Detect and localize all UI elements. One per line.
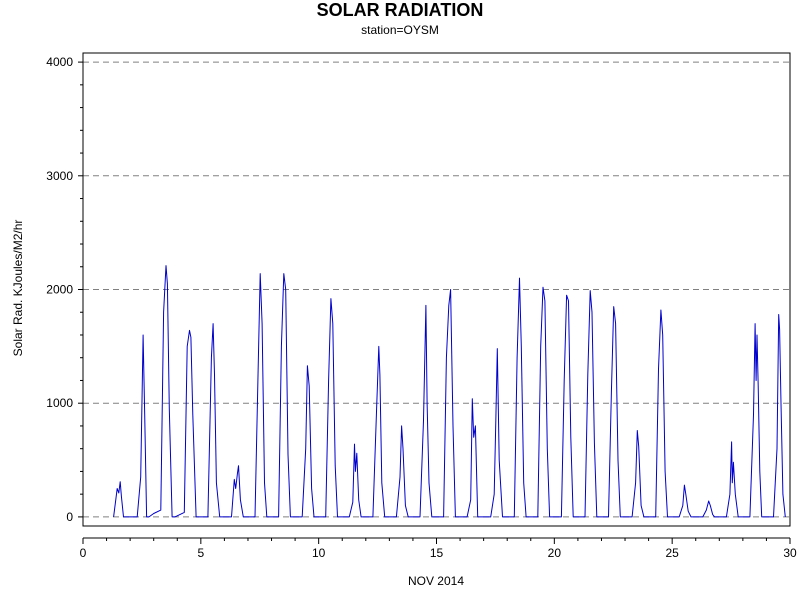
- y-tick-label: 4000: [46, 55, 73, 69]
- y-axis-label: Solar Rad. KJoules/M2/hr: [11, 220, 25, 357]
- x-tick-label: 30: [783, 546, 797, 560]
- chart-subtitle: station=OYSM: [361, 23, 439, 37]
- x-tick-label: 25: [665, 546, 679, 560]
- x-tick-label: 20: [548, 546, 562, 560]
- x-tick-label: 5: [197, 546, 204, 560]
- x-tick-label: 15: [430, 546, 444, 560]
- x-tick-label: 0: [80, 546, 87, 560]
- series-layer: [113, 265, 786, 518]
- series-line: [113, 265, 786, 518]
- grid-lines: [83, 61, 790, 518]
- x-tick-label: 10: [312, 546, 326, 560]
- y-tick-label: 1000: [46, 396, 73, 410]
- chart-title: SOLAR RADIATION: [316, 0, 484, 20]
- y-tick-label: 3000: [46, 169, 73, 183]
- x-axis-label: NOV 2014: [408, 574, 464, 588]
- y-tick-label: 0: [66, 510, 73, 524]
- x-axis: 0 5 10 15 20 25 30: [80, 537, 797, 560]
- y-axis: 0 1000 2000 3000 4000: [46, 55, 83, 524]
- y-tick-label: 2000: [46, 283, 73, 297]
